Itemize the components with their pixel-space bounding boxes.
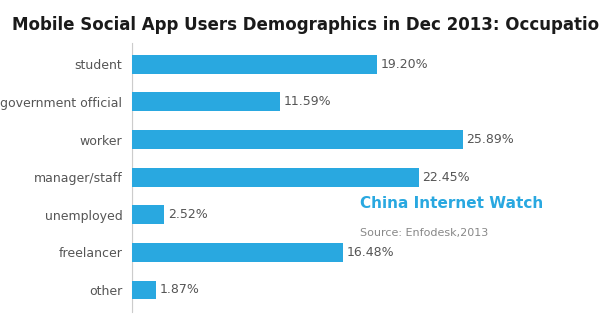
Bar: [132, 130, 463, 149]
Text: 1.87%: 1.87%: [160, 283, 200, 297]
Bar: [132, 205, 164, 224]
Text: 11.59%: 11.59%: [284, 95, 332, 108]
Text: Mobile Social App Users Demographics in Dec 2013: Occupation: Mobile Social App Users Demographics in …: [12, 16, 600, 34]
Text: Source: Enfodesk,2013: Source: Enfodesk,2013: [360, 228, 488, 238]
Bar: [132, 280, 156, 299]
Text: 25.89%: 25.89%: [467, 133, 514, 146]
Text: 2.52%: 2.52%: [168, 208, 208, 221]
Text: 19.20%: 19.20%: [381, 58, 429, 71]
Text: China Internet Watch: China Internet Watch: [360, 196, 543, 211]
Bar: [132, 168, 419, 187]
Bar: [132, 55, 377, 74]
Text: 22.45%: 22.45%: [422, 171, 470, 184]
Bar: [132, 243, 343, 262]
Text: 16.48%: 16.48%: [346, 246, 394, 259]
Bar: [132, 92, 280, 111]
